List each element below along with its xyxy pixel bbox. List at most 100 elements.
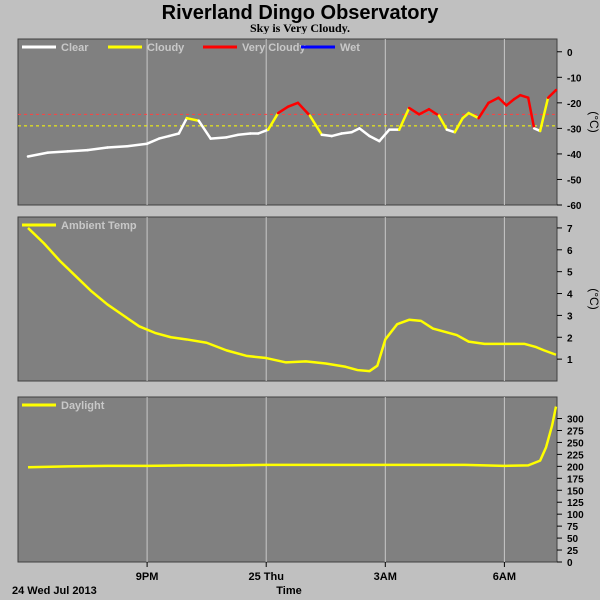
y-tick-label: -30	[567, 124, 582, 135]
series-segment	[106, 145, 129, 149]
series-segment	[378, 128, 391, 143]
y-tick-label: 175	[567, 474, 584, 485]
series-segment	[417, 107, 431, 116]
y-tick-label: -10	[567, 73, 582, 84]
y-tick-label: 75	[567, 522, 579, 533]
series-segment	[427, 107, 441, 117]
y-unit-label: (°C)	[587, 288, 600, 309]
series-segment	[461, 111, 470, 120]
series-segment	[340, 130, 353, 135]
series-segment	[538, 96, 550, 133]
series-segment	[46, 150, 69, 154]
series-segment	[157, 134, 171, 140]
series-segment	[276, 105, 290, 115]
plot-area	[17, 38, 558, 206]
series-segment	[66, 148, 89, 153]
y-tick-label: 125	[567, 498, 584, 509]
x-tick-label: 3AM	[374, 571, 397, 583]
date-label: 24 Wed Jul 2013	[12, 585, 97, 597]
series-segment	[330, 132, 343, 138]
y-tick-label: 7	[567, 224, 573, 235]
y-tick-label: 3	[567, 311, 573, 322]
x-tick-label: 9PM	[136, 571, 159, 583]
series-segment	[445, 128, 457, 134]
series-segment	[145, 137, 161, 145]
x-tick-label: 25 Thu	[248, 571, 283, 583]
legend-label: Cloudy	[147, 42, 185, 54]
y-tick-label: 300	[567, 415, 584, 426]
y-tick-label: 150	[567, 486, 584, 497]
series-segment	[487, 96, 500, 105]
series-segment	[209, 136, 228, 140]
y-tick-label: 275	[567, 426, 584, 437]
y-tick-label: 225	[567, 450, 584, 461]
series-segment	[197, 119, 212, 140]
series-segment	[453, 116, 464, 134]
series-line-daylight	[27, 406, 558, 469]
legend-label: Clear	[61, 42, 89, 54]
panel-ambient-temp: 1 2 3 4 5 6 7 (°C) Ambient Temp	[12, 212, 600, 386]
series-segment	[526, 96, 536, 130]
y-tick-label: 4	[567, 290, 573, 301]
y-tick-label: -60	[567, 201, 582, 212]
legend-label: Wet	[340, 42, 360, 54]
x-axis-label: Time	[276, 585, 301, 597]
series-segment	[477, 101, 490, 120]
series-segment	[185, 116, 200, 122]
legend-label: Daylight	[61, 400, 105, 412]
series-segment	[320, 133, 333, 138]
x-tick-label: 6AM	[493, 571, 516, 583]
chart-subtitle: Sky is Very Cloudy.	[250, 21, 350, 35]
series-segment	[519, 93, 530, 99]
chart-panels: 0 -10 -20 -30 -40 -50 -60 (°C) Clear Cloudy Very C…	[12, 34, 600, 569]
series-segment	[237, 132, 252, 137]
series-segment	[467, 111, 480, 120]
series-segment	[266, 111, 280, 131]
series-segment	[296, 101, 312, 117]
y-tick-label: 50	[567, 534, 579, 545]
y-tick-label: 6	[567, 246, 573, 257]
series-segment	[308, 114, 324, 137]
legend-label: Very Cloudy	[242, 42, 306, 54]
series-segment	[167, 132, 181, 138]
series-segment	[358, 127, 371, 138]
series-segment	[407, 106, 421, 116]
y-tick-label: -40	[567, 150, 582, 161]
y-tick-label: -20	[567, 99, 582, 110]
plot-area	[17, 396, 558, 563]
x-axis-ticks: 9PM 25 Thu 3AM 6AM	[136, 562, 516, 583]
y-tick-label: 100	[567, 510, 584, 521]
y-tick-label: 1	[567, 355, 573, 366]
series-line-ambient-temp	[27, 227, 557, 373]
series-segment	[350, 127, 361, 134]
y-tick-label: 0	[567, 558, 573, 569]
series-segment	[546, 88, 558, 99]
y-tick-label: 5	[567, 268, 573, 279]
series-segment	[126, 142, 149, 148]
y-tick-label: 2	[567, 333, 573, 344]
series-segment	[26, 151, 50, 158]
y-tick-label: 250	[567, 438, 584, 449]
y-tick-label: 0	[567, 48, 573, 59]
chart-title: Riverland Dingo Observatory	[162, 2, 440, 24]
series-segment	[368, 134, 381, 143]
series-segment	[257, 128, 270, 135]
y-unit-label: (°C)	[587, 111, 600, 132]
panel-sky: 0 -10 -20 -30 -40 -50 -60 (°C) Clear Cloudy Very C…	[12, 34, 600, 212]
series-segment	[86, 146, 109, 152]
y-tick-label: -50	[567, 175, 582, 186]
y-tick-label: 200	[567, 462, 584, 473]
y-tick-label: 25	[567, 546, 579, 557]
series-segment	[177, 116, 189, 135]
legend-label: Ambient Temp	[61, 220, 137, 232]
series-segment	[286, 101, 300, 108]
series-segment	[437, 114, 449, 131]
plot-area	[17, 216, 558, 382]
series-segment	[225, 133, 240, 139]
series-segment	[497, 96, 508, 107]
series-segment	[505, 97, 516, 107]
series-segment	[397, 106, 411, 131]
